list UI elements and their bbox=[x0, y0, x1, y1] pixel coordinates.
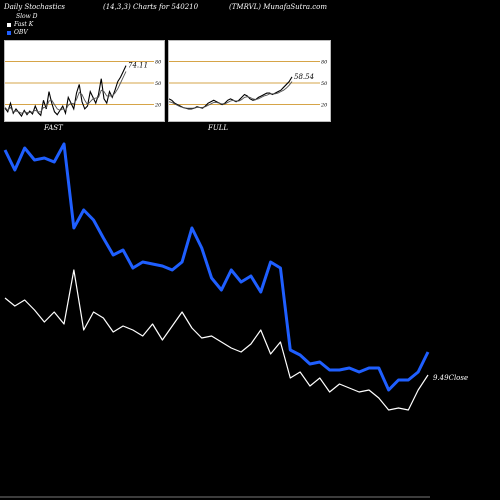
fast-stochastic-panel: 20 50 80 74.11 bbox=[4, 40, 165, 122]
chart-header-left: Daily Stochastics bbox=[4, 3, 66, 11]
legend-slow-d: Slow D bbox=[7, 13, 38, 20]
fast-tick-80: 80 bbox=[155, 59, 162, 65]
legend-label-obv: OBV bbox=[14, 29, 28, 36]
full-panel-label: FULL bbox=[208, 124, 229, 132]
fast-tick-20: 20 bbox=[154, 103, 162, 109]
full-stochastic-chart: 20 50 80 58.54 bbox=[168, 59, 328, 110]
fast-panel-label: FAST bbox=[44, 124, 63, 132]
chart-header-right: (TMRVL) MunafaSutra.com bbox=[229, 3, 328, 11]
close-value-label: 9.49Close bbox=[433, 374, 468, 382]
full-series-1-line bbox=[168, 81, 293, 109]
full-tick-20: 20 bbox=[320, 103, 328, 109]
full-stochastic-panel: 20 50 80 58.54 bbox=[168, 40, 331, 122]
full-last-value-label: 58.54 bbox=[294, 73, 314, 81]
fast-stochastic-chart: 20 50 80 74.11 bbox=[4, 59, 162, 118]
full-tick-80: 80 bbox=[321, 59, 328, 65]
full-tick-50: 50 bbox=[321, 81, 328, 87]
legend-label-slow-d: Slow D bbox=[16, 13, 38, 20]
legend-fast-k: Fast K bbox=[7, 21, 33, 28]
chart-header-center: (14,3,3) Charts for 540210 bbox=[103, 3, 199, 11]
legend-label-fast-k: Fast K bbox=[14, 21, 34, 28]
legend-swatch-fast-k bbox=[7, 22, 11, 27]
fast-tick-50: 50 bbox=[155, 81, 162, 87]
legend-swatch-obv bbox=[7, 30, 11, 35]
legend-swatch-slow-d bbox=[7, 13, 13, 20]
legend-obv: OBV bbox=[7, 29, 28, 36]
fast-series-1-line bbox=[4, 71, 127, 114]
main-series-obv-line bbox=[3, 142, 430, 392]
fast-last-value-label: 74.11 bbox=[128, 62, 148, 70]
main-series-close-line bbox=[4, 269, 429, 411]
